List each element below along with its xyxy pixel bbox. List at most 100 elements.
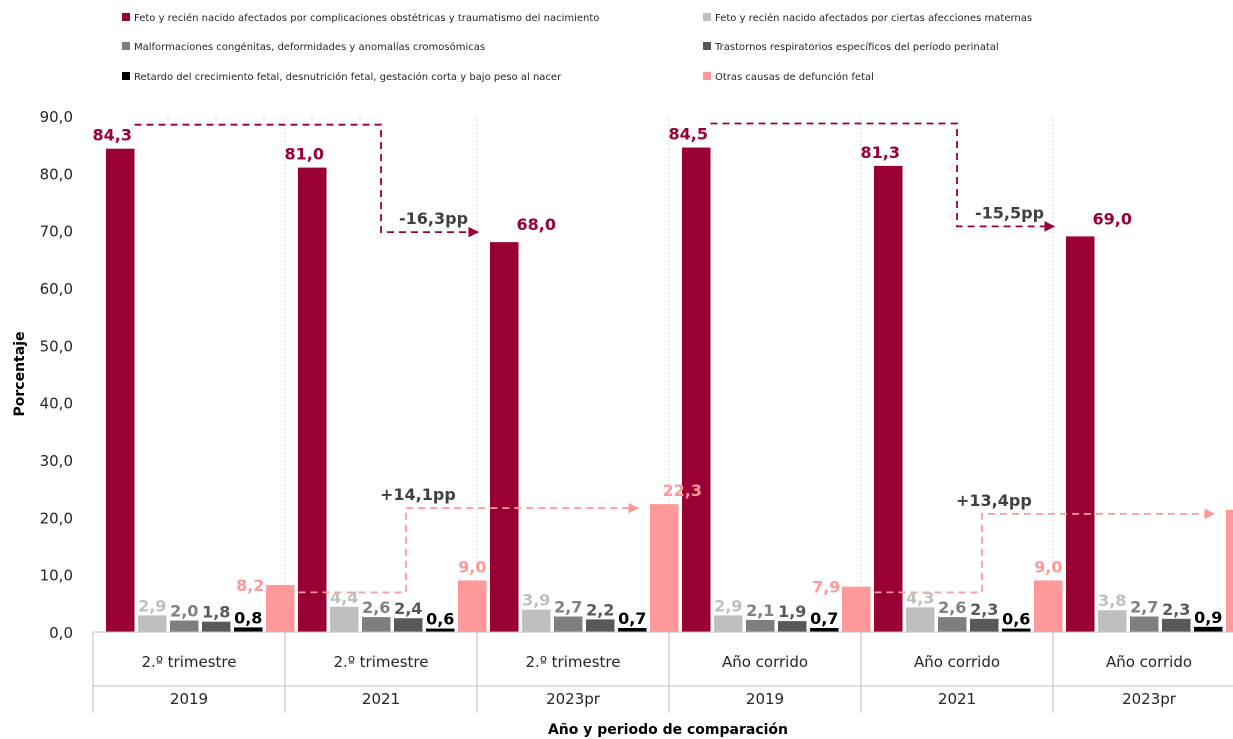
bar [618,627,647,632]
bar [330,606,359,632]
bar [1034,580,1063,632]
bar [394,618,423,632]
data-label: 68,0 [517,215,556,234]
bar [266,584,295,632]
category-year-label: 2023pr [546,690,601,708]
change-annotation: +14,1pp [380,485,456,504]
data-label: 0,8 [234,608,262,627]
data-label: 2,3 [970,600,998,619]
data-label: 81,0 [285,145,324,164]
bar [1002,628,1031,632]
bar [778,621,807,632]
data-label: 4,4 [330,588,358,607]
legend-item: Feto y recién nacido afectados por ciert… [715,12,1032,24]
data-label: 2,0 [170,602,198,621]
bar [426,628,455,632]
y-tick-label: 70,0 [40,223,73,241]
data-label: 2,2 [586,600,614,619]
data-label: 2,4 [394,599,422,618]
category-year-label: 2021 [938,690,976,708]
bar [1066,236,1095,632]
bar [842,586,871,632]
change-connector [298,502,640,594]
bar [138,615,167,632]
data-label: 81,3 [861,143,900,162]
x-axis: 2.º trimestre 2019 2.º trimestre 2021 2.º tr… [92,631,1233,713]
legend-swatch [703,72,711,80]
legend-swatch [703,42,711,50]
y-tick-label: 60,0 [40,280,73,298]
data-label: 22,3 [663,481,702,500]
bar [970,618,999,632]
bar [106,148,135,632]
y-tick-label: 20,0 [40,509,73,527]
change-annotation: -15,5pp [975,203,1044,222]
bar [522,609,551,632]
bar [234,627,263,632]
legend-item: Retardo del crecimiento fetal, desnutric… [134,71,562,83]
legend-item: Otras causas de defunción fetal [715,71,874,83]
data-label: 9,0 [1034,557,1062,576]
data-label: 84,5 [669,125,708,144]
bar [650,504,679,632]
data-label: 2,9 [714,596,742,615]
category-period-label: Año corrido [914,653,1000,671]
bar [1162,618,1191,632]
category-period-label: Año corrido [1106,653,1192,671]
legend: Feto y recién nacido afectados por compl… [122,12,1032,83]
legend-item: Malformaciones congénitas, deformidades … [134,41,485,53]
bar [1098,610,1127,632]
data-label: 2,3 [1162,600,1190,619]
bar [746,619,775,632]
bar [874,165,903,632]
bar [362,617,391,632]
bar [1226,509,1233,632]
y-axis: 0,0 10,0 20,0 30,0 40,0 50,0 60,0 70,0 80,0 90,0 [40,108,73,642]
change-annotation: +13,4pp [956,491,1032,510]
data-label: 8,2 [236,576,264,595]
data-label: 2,7 [554,598,582,617]
data-label: 0,6 [426,610,454,629]
data-label: 7,9 [812,578,840,597]
data-label: 0,9 [1194,608,1222,627]
data-label: 84,3 [93,126,132,145]
category-year-label: 2019 [170,690,208,708]
data-label: 9,0 [458,557,486,576]
bar [170,620,199,632]
data-labels: 84,3 81,0 68,0 84,5 81,3 69,0 2,9 4,4 3,9 2,9 4,3 3… [93,125,1223,629]
legend-item: Feto y recién nacido afectados por compl… [134,12,599,24]
y-axis-title: Porcentaje [12,332,28,417]
bar [906,607,935,632]
data-label: 3,8 [1098,591,1126,610]
bar [938,617,967,632]
data-label: 2,9 [138,596,166,615]
bar [714,615,743,632]
bar [1130,616,1159,632]
y-tick-label: 0,0 [49,624,73,642]
data-label: 3,9 [522,591,550,610]
bar [586,619,615,632]
y-tick-label: 80,0 [40,165,73,183]
x-axis-title: Año y periodo de comparación [548,722,788,738]
change-connector [134,123,480,238]
bar [682,147,711,633]
category-period-label: 2.º trimestre [526,653,621,671]
data-label: 1,8 [202,603,230,622]
legend-swatch [703,13,711,21]
bar [810,627,839,632]
legend-item: Trastornos respiratorios específicos del… [714,41,999,53]
data-label: 69,0 [1093,209,1132,228]
category-period-label: Año corrido [722,653,808,671]
data-label: 2,6 [362,598,390,617]
annotations: -16,3pp -15,5pp +14,1pp +13,4pp [134,122,1216,594]
data-label: 0,7 [810,609,838,628]
data-label: 0,7 [618,609,646,628]
y-tick-label: 50,0 [40,337,73,355]
category-year-label: 2023pr [1122,690,1177,708]
bar [554,616,583,632]
change-connector [710,122,1056,232]
data-label: 0,6 [1002,610,1030,629]
change-annotation: -16,3pp [399,209,468,228]
change-connector [874,508,1216,594]
